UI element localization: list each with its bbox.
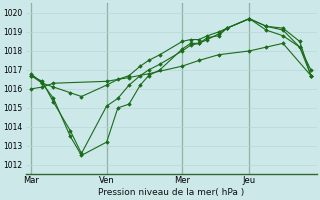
X-axis label: Pression niveau de la mer( hPa ): Pression niveau de la mer( hPa ) xyxy=(98,188,244,197)
